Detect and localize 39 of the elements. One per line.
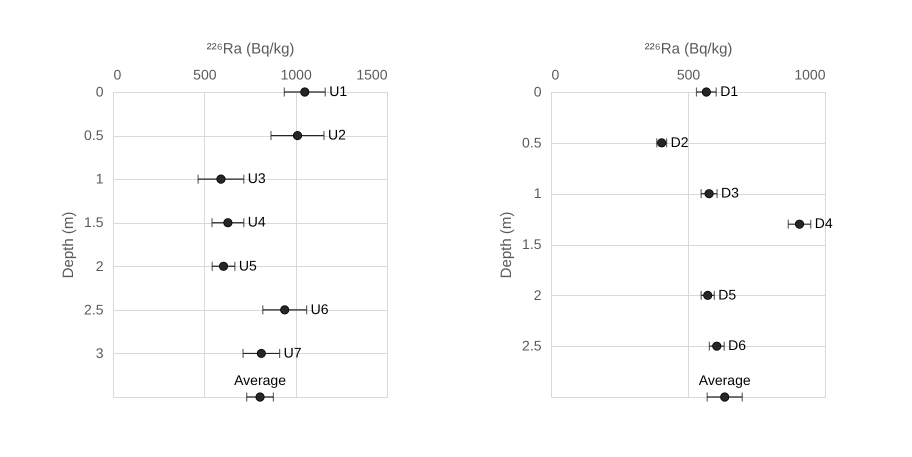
y-tick-label: 1: [96, 170, 104, 187]
x-tick-label: 0: [114, 66, 122, 82]
y-tick-label: 0: [534, 84, 542, 100]
x-tick-label: 1000: [794, 66, 826, 82]
y-axis-title: Depth (m): [498, 212, 516, 278]
data-label: U6: [310, 300, 329, 317]
data-label: D4: [814, 215, 833, 232]
x-tick-label: 500: [676, 66, 700, 82]
data-label: Average: [234, 372, 286, 388]
y-tick-label: 3: [96, 344, 104, 361]
data-label: D1: [720, 83, 738, 99]
data-label: D5: [718, 286, 736, 302]
y-tick-label: 0: [96, 84, 104, 100]
x-tick-label: 1500: [356, 66, 388, 82]
data-label: U3: [248, 170, 266, 186]
x-tick-label: 500: [193, 66, 217, 82]
data-label: D3: [721, 184, 740, 201]
y-tick-label: 1: [534, 185, 542, 202]
y-tick-label: 2.5: [84, 301, 104, 318]
data-label: U5: [238, 257, 257, 274]
x-axis-title: ²²⁶Ra (Bq/kg): [644, 40, 732, 58]
data-label: Average: [698, 372, 751, 388]
y-tick-label: 1.5: [522, 236, 542, 252]
data-label: U4: [248, 214, 266, 230]
x-tick-label: 0: [552, 66, 560, 82]
y-tick-label: 2: [534, 286, 542, 303]
y-axis-title: Depth (m): [60, 212, 78, 278]
x-tick-label: 1000: [280, 66, 312, 82]
data-label: D6: [728, 337, 746, 354]
data-label: D2: [670, 134, 689, 150]
y-tick-label: 2: [96, 258, 104, 274]
y-tick-label: 2.5: [522, 338, 542, 354]
data-label: U2: [328, 126, 346, 143]
data-label: U1: [329, 83, 348, 99]
y-tick-label: 0.5: [84, 127, 104, 144]
y-tick-label: 1.5: [84, 214, 104, 230]
y-tick-label: 0.5: [522, 134, 542, 150]
x-axis-title: ²²⁶Ra (Bq/kg): [206, 40, 294, 58]
data-label: U7: [284, 344, 302, 360]
